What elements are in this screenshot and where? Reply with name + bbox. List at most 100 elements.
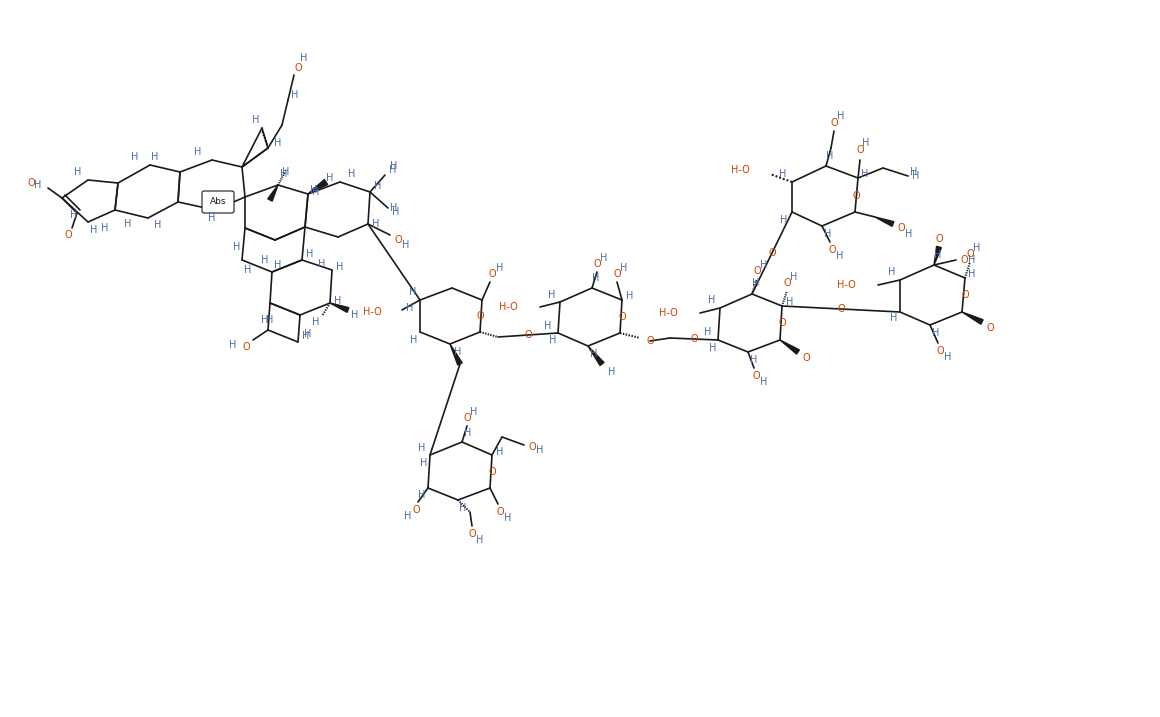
Text: H: H [311,185,318,195]
Text: O: O [528,442,536,452]
Text: O: O [936,346,944,356]
Text: O: O [593,259,601,269]
Text: O: O [469,529,476,539]
FancyBboxPatch shape [202,191,234,213]
Text: H: H [626,291,633,301]
Text: H: H [274,138,282,148]
Text: H: H [90,225,97,235]
Text: H: H [549,290,556,300]
Text: O: O [803,353,810,363]
Text: H: H [405,511,412,521]
Text: H: H [973,243,980,253]
Text: H: H [229,340,235,350]
Polygon shape [875,217,894,227]
Text: H: H [969,269,976,279]
Text: H: H [124,219,132,229]
Text: H: H [780,169,786,179]
Text: H: H [477,535,484,545]
Text: H: H [195,147,202,157]
Text: H: H [409,287,416,297]
Text: H: H [209,213,216,223]
Polygon shape [780,340,799,354]
Text: H: H [496,447,503,457]
Text: H-O: H-O [499,302,519,312]
Text: H: H [911,167,918,177]
Text: H: H [291,90,298,100]
Text: H: H [838,111,844,121]
Text: O: O [752,371,760,381]
Text: H: H [245,265,252,275]
Text: H: H [790,272,798,282]
Text: H-O: H-O [838,280,856,290]
Text: H: H [253,115,260,125]
Text: H: H [934,250,942,260]
Text: H: H [621,263,628,273]
Text: O: O [838,304,844,314]
Text: H: H [336,262,343,272]
Text: O: O [856,145,864,155]
Text: H: H [760,260,768,270]
Text: H: H [704,327,712,337]
Text: H: H [233,242,240,252]
Text: O: O [966,249,973,259]
Text: O: O [64,230,72,240]
Text: H: H [905,229,913,239]
Text: H: H [131,152,139,162]
Text: H: H [74,167,81,177]
Text: H: H [261,255,269,265]
Text: O: O [524,330,531,340]
Text: H: H [862,169,869,179]
Text: H: H [912,171,920,181]
Text: H: H [312,317,320,327]
Text: H: H [392,207,400,217]
Text: H: H [753,278,760,288]
Text: H: H [372,219,379,229]
Text: H: H [406,303,414,313]
Text: H: H [825,229,832,239]
Text: H: H [282,167,290,177]
Text: H: H [786,297,793,307]
Text: H: H [550,335,557,345]
Text: H: H [608,367,616,377]
Text: H: H [889,267,896,277]
Text: H: H [351,310,358,320]
Text: O: O [690,334,698,344]
Text: H: H [593,273,600,283]
Text: H: H [496,263,503,273]
Text: H: H [411,335,418,345]
Text: H: H [944,352,951,362]
Text: H: H [969,255,976,265]
Text: O: O [488,467,495,477]
Text: H: H [403,240,409,250]
Text: H: H [420,458,428,468]
Text: O: O [28,178,35,188]
Text: H: H [826,151,834,161]
Text: O: O [960,255,967,265]
Text: H-O: H-O [363,307,382,317]
Text: H: H [306,249,313,259]
Text: H: H [836,251,843,261]
Text: H: H [601,253,608,263]
Text: O: O [962,290,969,300]
Text: O: O [853,191,860,201]
Text: H-O: H-O [731,165,751,175]
Polygon shape [450,344,462,365]
Text: H: H [390,161,398,171]
Text: H: H [544,321,552,331]
Polygon shape [309,179,327,194]
Text: O: O [778,318,785,328]
Text: H: H [318,259,326,269]
Text: O: O [783,278,791,288]
Text: H: H [862,138,870,148]
Text: H: H [419,490,426,500]
Text: H: H [151,152,159,162]
Polygon shape [588,346,604,366]
Text: H: H [760,377,768,387]
Text: H: H [375,181,382,191]
Text: H: H [303,331,310,341]
Text: Abs: Abs [210,197,226,206]
Text: H: H [709,295,716,305]
Text: H: H [101,223,109,233]
Text: O: O [488,269,495,279]
Text: H-O: H-O [659,308,677,318]
